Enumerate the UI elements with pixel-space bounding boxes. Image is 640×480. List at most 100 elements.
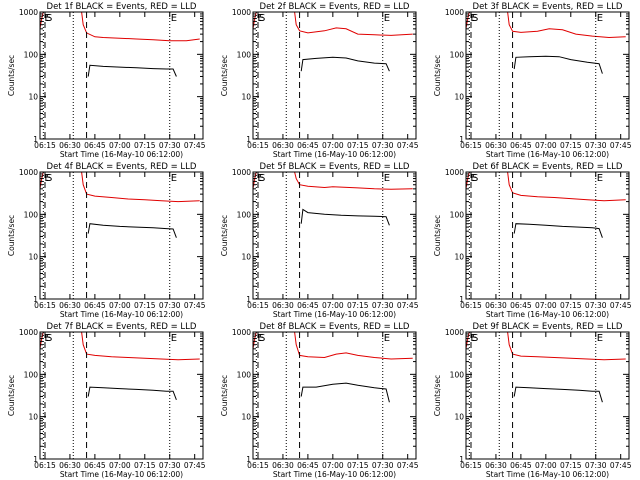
plot-frame [39, 171, 204, 300]
y-tick-label: 1 [33, 135, 38, 144]
x-axis-label: Start Time (16-May-10 06:12:00) [273, 310, 396, 319]
x-tick-label: 06:45 [297, 141, 319, 150]
x-axis-label: Start Time (16-May-10 06:12:00) [60, 310, 183, 319]
x-tick-label: 07:15 [560, 301, 582, 310]
marker-label: E [171, 173, 177, 184]
y-tick-label: 10 [454, 413, 464, 422]
y-tick-label: 1 [459, 295, 464, 304]
x-tick-label: 07:45 [397, 461, 419, 470]
marker-label: E [257, 13, 263, 24]
x-axis-label: Start Time (16-May-10 06:12:00) [273, 470, 396, 479]
y-tick-label: 100 [24, 50, 39, 59]
y-tick-label: 1000 [445, 168, 464, 177]
plot-frame [39, 11, 204, 140]
x-tick-label: 06:30 [59, 461, 81, 470]
x-tick-label: 06:15 [460, 461, 482, 470]
x-tick-label: 07:30 [159, 461, 181, 470]
y-tick-label: 1000 [19, 168, 38, 177]
x-tick-label: 07:15 [347, 301, 369, 310]
marker-label: S [259, 333, 265, 344]
y-tick-label: 1 [246, 295, 251, 304]
y-tick-label: 100 [450, 370, 465, 379]
y-axis-label: Counts/sec [220, 375, 229, 416]
marker-label: S [46, 333, 52, 344]
x-tick-label: 06:15 [247, 461, 269, 470]
x-tick-label: 06:45 [510, 461, 532, 470]
y-tick-label: 10 [28, 253, 38, 262]
x-tick-label: 07:00 [535, 461, 557, 470]
x-tick-label: 07:45 [610, 301, 632, 310]
panel-title: Det 3f BLACK = Events, RED = LLD [473, 2, 623, 12]
x-tick-label: 07:15 [134, 141, 156, 150]
x-axis-label: Start Time (16-May-10 06:12:00) [486, 310, 609, 319]
y-tick-label: 10 [454, 93, 464, 102]
panel-title: Det 6f BLACK = Events, RED = LLD [473, 162, 623, 172]
x-tick-label: 06:45 [297, 461, 319, 470]
x-tick-label: 06:15 [460, 141, 482, 150]
y-tick-label: 1000 [445, 8, 464, 17]
lld-series-line-1 [81, 172, 200, 203]
y-axis-label: Counts/sec [433, 215, 442, 256]
x-tick-label: 06:45 [84, 301, 106, 310]
y-tick-label: 1 [246, 455, 251, 464]
x-tick-label: 07:00 [109, 301, 131, 310]
x-tick-label: 06:30 [485, 141, 507, 150]
marker-label: E [470, 13, 476, 24]
y-tick-label: 1 [33, 455, 38, 464]
x-tick-label: 06:15 [34, 461, 56, 470]
x-tick-label: 07:45 [184, 141, 206, 150]
events-series-line-0 [513, 223, 603, 238]
x-tick-label: 06:30 [272, 141, 294, 150]
marker-label: E [257, 333, 263, 344]
y-tick-label: 10 [241, 413, 251, 422]
plot-frame [39, 331, 204, 460]
x-tick-label: 07:00 [322, 461, 344, 470]
x-tick-label: 06:30 [59, 301, 81, 310]
plot-frame [252, 11, 417, 140]
y-axis-label: Counts/sec [433, 55, 442, 96]
x-tick-label: 07:30 [372, 461, 394, 470]
x-tick-label: 06:15 [460, 301, 482, 310]
x-tick-label: 07:30 [585, 141, 607, 150]
x-tick-label: 07:30 [372, 301, 394, 310]
marker-label: E [44, 333, 50, 344]
plot-frame [465, 331, 630, 460]
x-tick-label: 07:15 [347, 461, 369, 470]
marker-label: E [470, 333, 476, 344]
x-tick-label: 06:15 [34, 301, 56, 310]
lld-series-line-1 [507, 172, 626, 202]
marker-label: S [472, 13, 478, 24]
plot-frame [465, 11, 630, 140]
y-tick-label: 10 [454, 253, 464, 262]
x-tick-label: 06:45 [510, 141, 532, 150]
y-tick-label: 1 [33, 295, 38, 304]
panel-title: Det 1f BLACK = Events, RED = LLD [47, 2, 197, 12]
x-axis-label: Start Time (16-May-10 06:12:00) [486, 150, 609, 159]
y-tick-label: 1000 [232, 168, 251, 177]
y-tick-label: 1000 [19, 328, 38, 337]
lld-series-line-1 [507, 332, 626, 361]
x-tick-label: 06:15 [247, 141, 269, 150]
x-tick-label: 07:30 [159, 141, 181, 150]
marker-label: E [384, 333, 390, 344]
marker-label: S [259, 173, 265, 184]
x-tick-label: 06:30 [485, 301, 507, 310]
panel-title: Det 7f BLACK = Events, RED = LLD [47, 322, 197, 332]
y-tick-label: 100 [450, 50, 465, 59]
events-series-line-0 [300, 56, 390, 72]
y-tick-label: 100 [24, 210, 39, 219]
x-tick-label: 07:00 [535, 141, 557, 150]
x-tick-label: 07:00 [109, 141, 131, 150]
y-axis-label: Counts/sec [220, 215, 229, 256]
plot-frame [252, 171, 417, 300]
marker-label: E [384, 13, 390, 24]
panel-title: Det 9f BLACK = Events, RED = LLD [473, 322, 623, 332]
marker-label: E [44, 173, 50, 184]
plot-frame [465, 171, 630, 300]
y-tick-label: 1000 [232, 8, 251, 17]
x-tick-label: 06:45 [84, 461, 106, 470]
